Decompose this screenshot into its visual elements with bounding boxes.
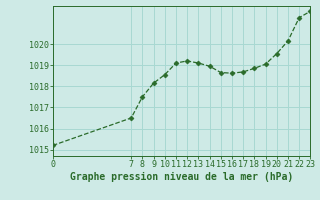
X-axis label: Graphe pression niveau de la mer (hPa): Graphe pression niveau de la mer (hPa) [70,172,293,182]
